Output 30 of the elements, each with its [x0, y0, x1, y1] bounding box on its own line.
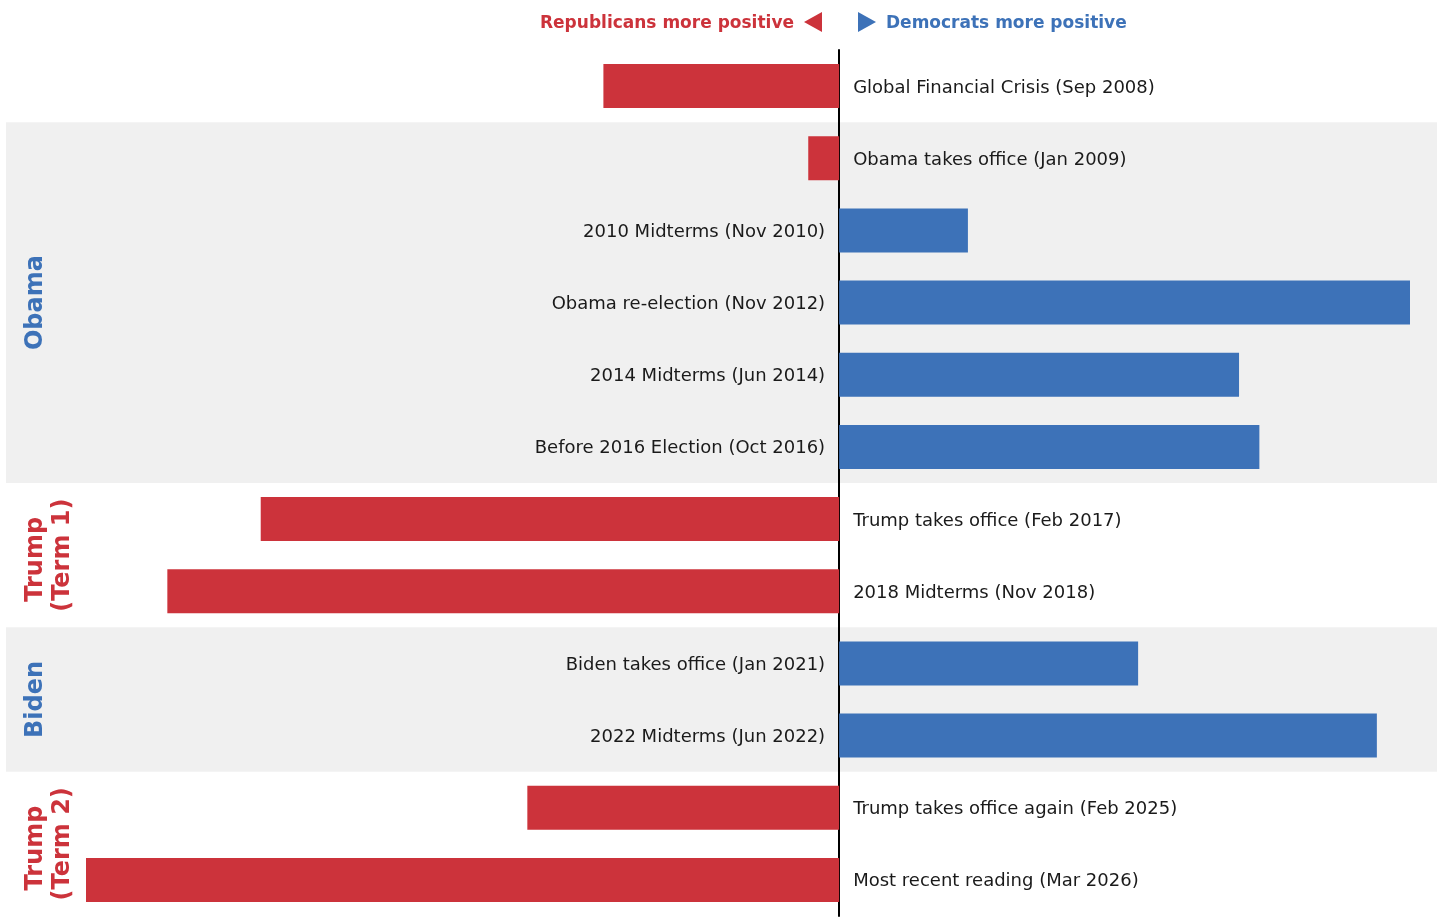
y-tick-label: Obama takes office (Jan 2009) [853, 147, 1127, 169]
y-tick-label: Global Financial Crisis (Sep 2008) [853, 75, 1155, 97]
band-label: Biden [19, 660, 48, 739]
y-tick-label: Most recent reading (Mar 2026) [853, 869, 1139, 891]
y-tick-label: Obama re-election (Nov 2012) [551, 292, 826, 314]
y-tick-label: Trump takes office again (Feb 2025) [852, 797, 1178, 819]
bar [603, 64, 840, 109]
bar [839, 424, 1260, 469]
y-tick-label: Trump takes office (Feb 2017) [852, 508, 1122, 530]
bar [839, 641, 1139, 686]
y-tick-label: Biden takes office (Jan 2021) [565, 652, 826, 674]
text: Republicans more positive [540, 12, 794, 32]
y-tick-label: Before 2016 Election (Oct 2016) [534, 436, 826, 458]
bar [839, 713, 1377, 758]
y-tick-label: 2010 Midterms (Nov 2010) [583, 219, 826, 241]
y-tick-label: 2014 Midterms (Jun 2014) [590, 364, 826, 386]
text: Trump (Term 2) [19, 787, 75, 901]
bar [839, 352, 1240, 397]
band-label: Obama [19, 255, 48, 351]
bar [167, 569, 840, 614]
bar [839, 208, 968, 253]
text: Democrats more positive [886, 12, 1127, 32]
bar [527, 785, 840, 830]
bar [808, 136, 840, 181]
bar [839, 280, 1410, 325]
text: Trump (Term 1) [19, 498, 75, 612]
y-tick-label: 2018 Midterms (Nov 2018) [853, 580, 1096, 602]
bar [260, 497, 840, 542]
bar [86, 857, 840, 902]
y-tick-label: 2022 Midterms (Jun 2022) [590, 725, 826, 747]
